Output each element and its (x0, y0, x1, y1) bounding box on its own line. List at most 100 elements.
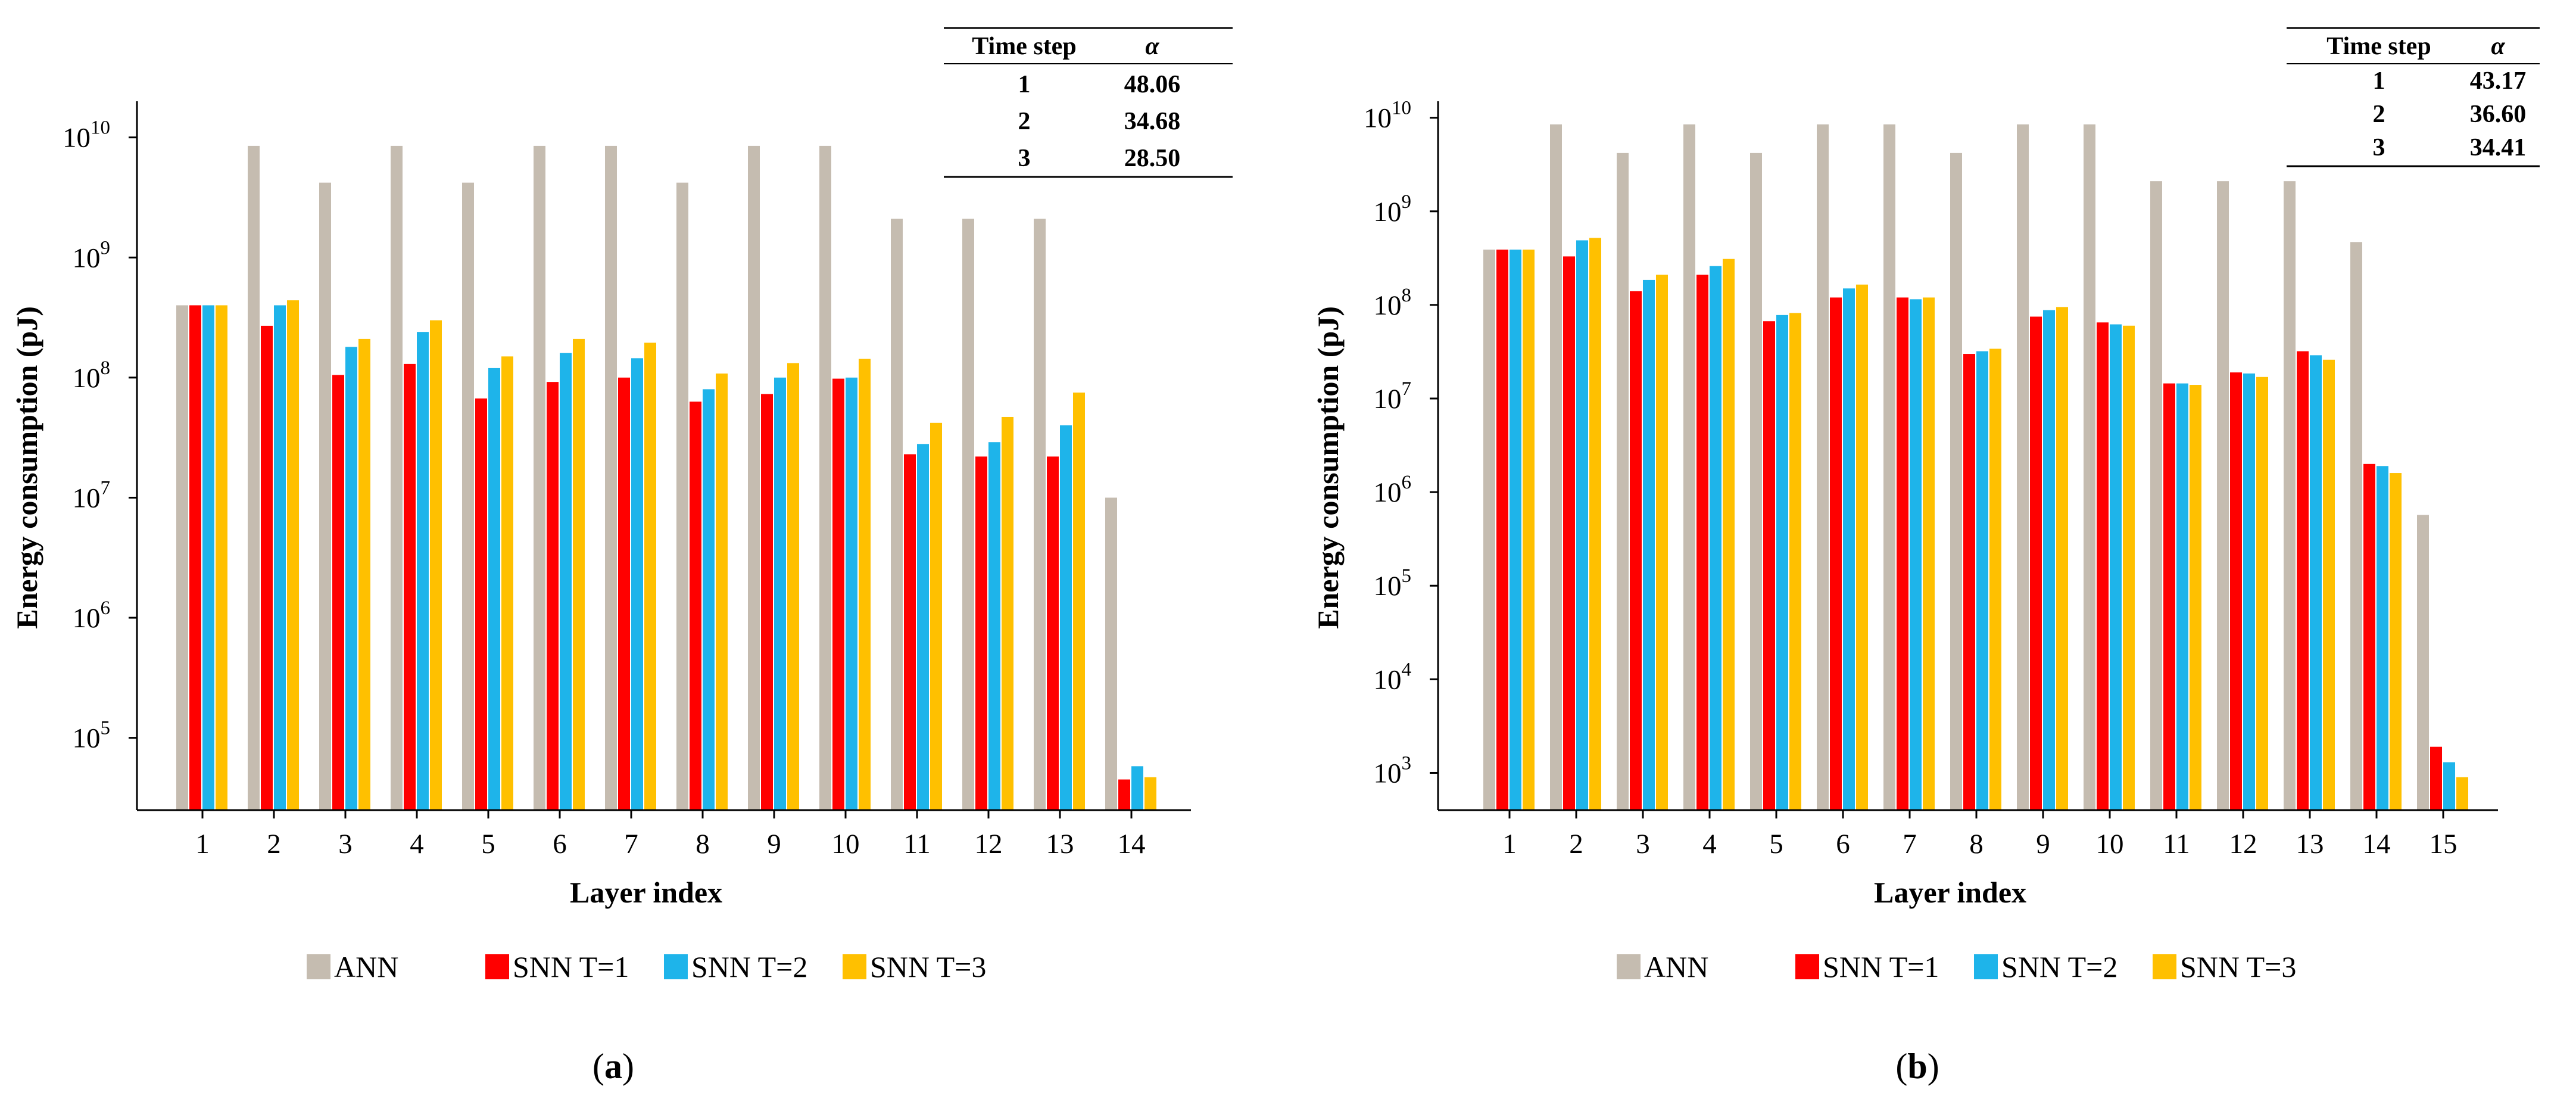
y-tick-label: 105 (73, 718, 111, 754)
x-tick-label: 12 (2229, 829, 2257, 860)
bar-snn-t-1-layer-13 (1047, 456, 1059, 810)
panel-caption: (b) (1895, 1047, 1939, 1086)
bar-snn-t-2-layer-12 (2243, 373, 2255, 810)
y-tick-label: 109 (1374, 191, 1412, 228)
bar-snn-t-3-layer-8 (1989, 348, 2001, 810)
x-tick-label: 8 (696, 829, 710, 860)
bar-snn-t-3-layer-13 (1073, 393, 1085, 810)
x-tick-label: 9 (767, 829, 781, 860)
bar-snn-t-2-layer-8 (1976, 351, 1988, 810)
x-tick-label: 13 (2296, 829, 2324, 860)
alpha-table: Time step α 1 48.06 2 34.68 3 28.50 (944, 27, 1233, 178)
bar-snn-t-3-layer-8 (716, 373, 728, 810)
bar-snn-t-3-layer-7 (644, 343, 656, 810)
bar-snn-t-2-layer-9 (2043, 310, 2055, 810)
bar-ann-layer-1 (1483, 250, 1495, 811)
bar-snn-t-1-layer-10 (832, 378, 844, 810)
bar-ann-layer-5 (1750, 152, 1762, 810)
legend-swatch (664, 954, 688, 979)
bar-snn-t-2-layer-5 (1776, 315, 1788, 810)
table-cell-alpha: 34.68 (1124, 108, 1181, 135)
bar-snn-t-3-layer-6 (573, 338, 585, 810)
bar-snn-t-2-layer-14 (2377, 466, 2388, 810)
bar-snn-t-3-layer-6 (1856, 284, 1868, 810)
bar-snn-t-3-layer-5 (501, 356, 513, 810)
bar-snn-t-3-layer-5 (1789, 313, 1801, 810)
bar-snn-t-3-layer-12 (1002, 416, 1013, 810)
legend: ANN SNN T=1 SNN T=2 SNN T=3 (1617, 950, 2296, 983)
bar-snn-t-1-layer-1 (1496, 250, 1508, 811)
bar-ann-layer-12 (962, 219, 974, 810)
bar-snn-t-2-layer-7 (1910, 299, 1922, 811)
legend-label: SNN T=2 (2001, 950, 2117, 983)
bar-snn-t-1-layer-5 (1763, 321, 1775, 810)
bar-ann-layer-11 (2150, 181, 2162, 811)
bar-ann-layer-3 (319, 182, 331, 811)
bar-ann-layer-10 (819, 145, 831, 810)
bar-ann-layer-9 (748, 145, 760, 810)
legend-swatch (843, 954, 866, 979)
bar-snn-t-2-layer-4 (1710, 266, 1722, 810)
bar-snn-t-2-layer-12 (988, 442, 1000, 810)
bar-snn-t-3-layer-14 (1144, 777, 1156, 810)
bar-ann-layer-10 (2084, 124, 2095, 811)
x-tick-label: 2 (267, 829, 281, 860)
bar-snn-t-3-layer-4 (430, 320, 442, 810)
bar-snn-t-1-layer-7 (618, 377, 630, 810)
legend-swatch (1974, 954, 1998, 979)
bar-snn-t-1-layer-14 (2363, 463, 2375, 810)
bar-snn-t-3-layer-9 (787, 363, 799, 810)
chart-panel-b: 1 2 3 4 5 6 7 8 9 10 11 12 13 14 151031041051061071081… (1311, 27, 2540, 1086)
x-axis-title: Layer index (570, 876, 722, 909)
bar-snn-t-2-layer-15 (2443, 762, 2455, 810)
y-tick-label: 104 (1374, 659, 1412, 695)
chart-panel-a: 1 2 3 4 5 6 7 8 9 10 11 12 13 141051061071081091010En… (10, 27, 1233, 1086)
table-cell-time-step: 1 (2373, 67, 2385, 95)
legend-label: SNN T=3 (2180, 950, 2296, 983)
bar-snn-t-2-layer-7 (631, 358, 643, 810)
bar-ann-layer-8 (1950, 152, 1962, 810)
bar-snn-t-2-layer-2 (1576, 240, 1588, 810)
table-cell-alpha: 36.60 (2470, 101, 2527, 128)
bar-snn-t-2-layer-13 (1060, 425, 1072, 810)
bar-snn-t-3-layer-13 (2323, 359, 2335, 810)
panel-caption: (a) (592, 1047, 634, 1086)
bar-ann-layer-4 (1683, 124, 1695, 811)
x-axis-title: Layer index (1874, 876, 2026, 909)
bar-snn-t-3-layer-4 (1723, 259, 1735, 810)
bar-snn-t-2-layer-11 (917, 444, 929, 810)
bar-snn-t-1-layer-9 (761, 394, 773, 810)
bar-ann-layer-8 (676, 182, 688, 811)
x-tick-label: 10 (2096, 829, 2124, 860)
bar-snn-t-1-layer-12 (2230, 372, 2242, 810)
bar-snn-t-1-layer-2 (261, 325, 273, 810)
bar-ann-layer-9 (2017, 124, 2029, 811)
alpha-table: Time step α 1 43.17 2 36.60 3 34.41 (2287, 27, 2540, 167)
bar-snn-t-3-layer-11 (930, 422, 942, 810)
bar-snn-t-1-layer-5 (475, 398, 487, 810)
bar-snn-t-2-layer-4 (417, 332, 429, 810)
table-cell-alpha: 48.06 (1124, 71, 1181, 98)
bar-ann-layer-4 (391, 145, 403, 810)
table-cell-alpha: 28.50 (1124, 145, 1181, 172)
bar-ann-layer-14 (2350, 242, 2362, 810)
bar-snn-t-2-layer-10 (846, 377, 857, 810)
legend-label: ANN (1644, 950, 1708, 983)
bar-snn-t-3-layer-12 (2256, 376, 2268, 810)
bar-snn-t-3-layer-2 (1589, 238, 1601, 810)
bar-snn-t-2-layer-5 (488, 368, 500, 810)
legend: ANN SNN T=1 SNN T=2 SNN T=3 (307, 950, 986, 983)
legend-swatch (307, 954, 330, 979)
x-tick-label: 3 (1636, 829, 1650, 860)
table-header-alpha: α (2491, 33, 2505, 60)
bar-snn-t-1-layer-3 (1630, 291, 1642, 810)
bar-ann-layer-5 (462, 182, 474, 811)
bar-snn-t-2-layer-6 (560, 353, 572, 810)
bar-snn-t-3-layer-11 (2190, 385, 2201, 810)
bar-snn-t-2-layer-9 (774, 377, 786, 810)
bar-ann-layer-3 (1617, 152, 1629, 810)
x-tick-label: 13 (1046, 829, 1074, 860)
bar-ann-layer-1 (176, 305, 188, 810)
legend-swatch (2153, 954, 2176, 979)
